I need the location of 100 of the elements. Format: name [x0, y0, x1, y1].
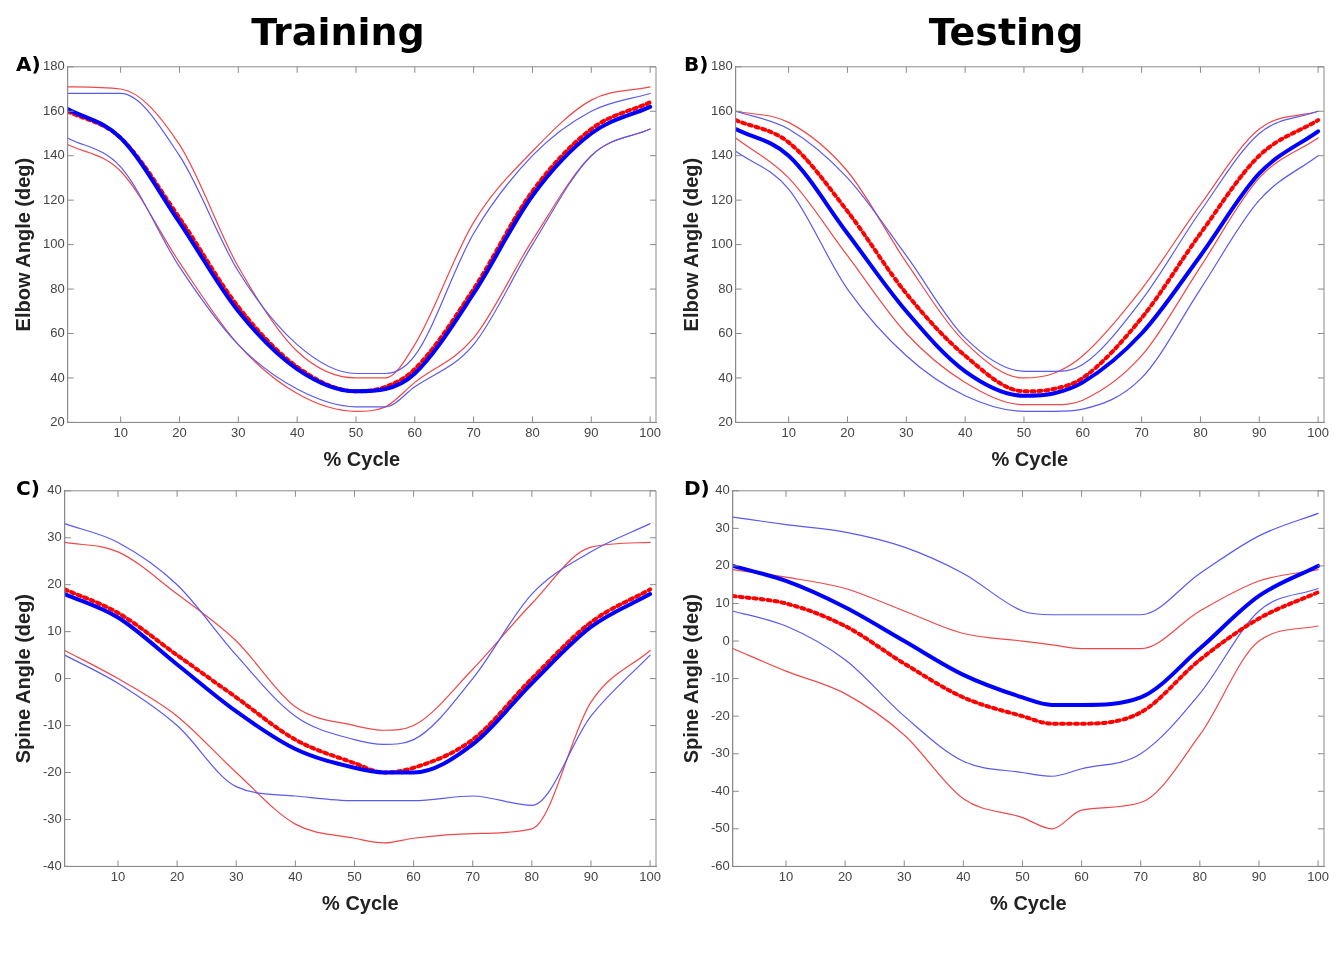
x-tick-label: 40 [957, 424, 973, 440]
x-tick-label: 10 [781, 424, 796, 440]
y-tick-label: -20 [42, 764, 62, 780]
y-tick-label: 20 [50, 413, 65, 429]
x-tick-label: 80 [1193, 424, 1208, 440]
y-tick-label: 120 [710, 191, 733, 207]
x-tick-label: 70 [1133, 868, 1148, 884]
chart-title: Testing [928, 10, 1084, 54]
x-tick-label: 20 [169, 868, 185, 884]
y-tick-label: 40 [715, 482, 730, 498]
y-axis-title: Elbow Angle (deg) [11, 157, 34, 332]
x-tick-label: 20 [840, 424, 855, 440]
y-tick-label: 10 [715, 595, 730, 611]
x-tick-label: 90 [584, 424, 599, 440]
y-tick-label: -40 [710, 782, 730, 798]
y-tick-label: 80 [50, 280, 65, 296]
y-tick-label: 30 [715, 519, 730, 535]
x-axis-title: % Cycle [323, 447, 401, 470]
x-tick-label: 60 [406, 868, 421, 884]
x-tick-label: 40 [288, 868, 303, 884]
y-tick-label: 60 [50, 325, 65, 341]
x-axis-title: % Cycle [322, 891, 399, 914]
text: C) [16, 476, 40, 500]
y-tick-label: 10 [47, 623, 62, 639]
line-series [732, 590, 1321, 726]
x-tick-label: 60 [1074, 868, 1089, 884]
x-tick-label: 100 [1307, 424, 1329, 440]
y-tick-label: 60 [718, 325, 733, 341]
line-series [732, 587, 1319, 777]
y-tick-label: 20 [718, 413, 733, 429]
y-axis-title: Spine Angle (deg) [11, 593, 34, 764]
x-tick-label: 10 [113, 424, 128, 440]
line-series [64, 654, 651, 806]
y-tick-label: -60 [710, 857, 730, 873]
y-tick-label: 140 [710, 147, 733, 163]
x-tick-label: 90 [583, 868, 599, 884]
line-series [732, 563, 1321, 707]
x-tick-label: 60 [1075, 424, 1091, 440]
x-tick-label: 10 [778, 868, 794, 884]
y-tick-label: 180 [710, 58, 733, 74]
x-tick-label: 80 [525, 424, 540, 440]
y-tick-label: 0 [722, 632, 730, 648]
x-tick-label: 20 [837, 868, 853, 884]
y-tick-label: 160 [42, 102, 65, 118]
y-tick-label: 40 [50, 369, 65, 385]
y-tick-label: -30 [710, 745, 730, 761]
x-tick-label: 70 [1134, 424, 1149, 440]
x-tick-label: 100 [639, 424, 661, 440]
x-tick-label: 70 [466, 424, 481, 440]
y-tick-label: -20 [710, 707, 730, 723]
text: B) [684, 52, 709, 76]
x-tick-label: 20 [172, 424, 187, 440]
x-tick-label: 60 [407, 424, 423, 440]
x-tick-label: 30 [897, 868, 912, 884]
x-axis-title: % Cycle [991, 447, 1069, 470]
line-series [732, 625, 1319, 830]
y-axis-title: Elbow Angle (deg) [679, 157, 702, 332]
x-tick-label: 50 [1016, 424, 1032, 440]
y-tick-label: 40 [718, 369, 733, 385]
y-tick-label: 0 [54, 670, 62, 686]
x-tick-label: 100 [639, 868, 661, 884]
y-tick-label: 160 [710, 102, 733, 118]
x-tick-label: 100 [1307, 868, 1329, 884]
y-tick-label: 100 [710, 236, 733, 252]
line-series [732, 569, 1319, 650]
y-tick-label: -50 [710, 820, 730, 836]
text: D) [684, 476, 710, 500]
x-tick-label: 40 [289, 424, 305, 440]
chart-title: Training [251, 10, 425, 54]
text: A) [16, 52, 41, 76]
x-tick-label: 70 [465, 868, 480, 884]
x-tick-label: 50 [348, 424, 364, 440]
y-axis-title: Spine Angle (deg) [679, 593, 702, 764]
y-tick-label: 80 [718, 280, 733, 296]
y-tick-label: -10 [710, 670, 730, 686]
line-series [64, 649, 651, 844]
y-tick-label: 120 [42, 191, 65, 207]
x-tick-label: 30 [899, 424, 914, 440]
x-tick-label: 90 [1251, 868, 1267, 884]
y-tick-label: 20 [47, 576, 62, 592]
y-tick-label: 180 [42, 58, 65, 74]
x-tick-label: 50 [347, 868, 362, 884]
y-tick-label: -40 [42, 857, 62, 873]
y-tick-label: 40 [47, 482, 62, 498]
y-tick-label: 30 [47, 529, 62, 545]
y-tick-label: -10 [42, 717, 62, 733]
x-tick-label: 30 [231, 424, 246, 440]
y-tick-label: -30 [42, 811, 62, 827]
x-tick-label: 40 [956, 868, 971, 884]
y-tick-label: 100 [42, 236, 65, 252]
x-tick-label: 50 [1015, 868, 1030, 884]
x-tick-label: 80 [524, 868, 540, 884]
y-tick-label: 140 [42, 147, 65, 163]
line-series [732, 512, 1319, 616]
y-tick-label: 20 [715, 557, 730, 573]
x-tick-label: 90 [1252, 424, 1267, 440]
x-axis-title: % Cycle [990, 891, 1067, 914]
x-tick-label: 80 [1192, 868, 1208, 884]
x-tick-label: 30 [229, 868, 244, 884]
x-tick-label: 10 [110, 868, 126, 884]
